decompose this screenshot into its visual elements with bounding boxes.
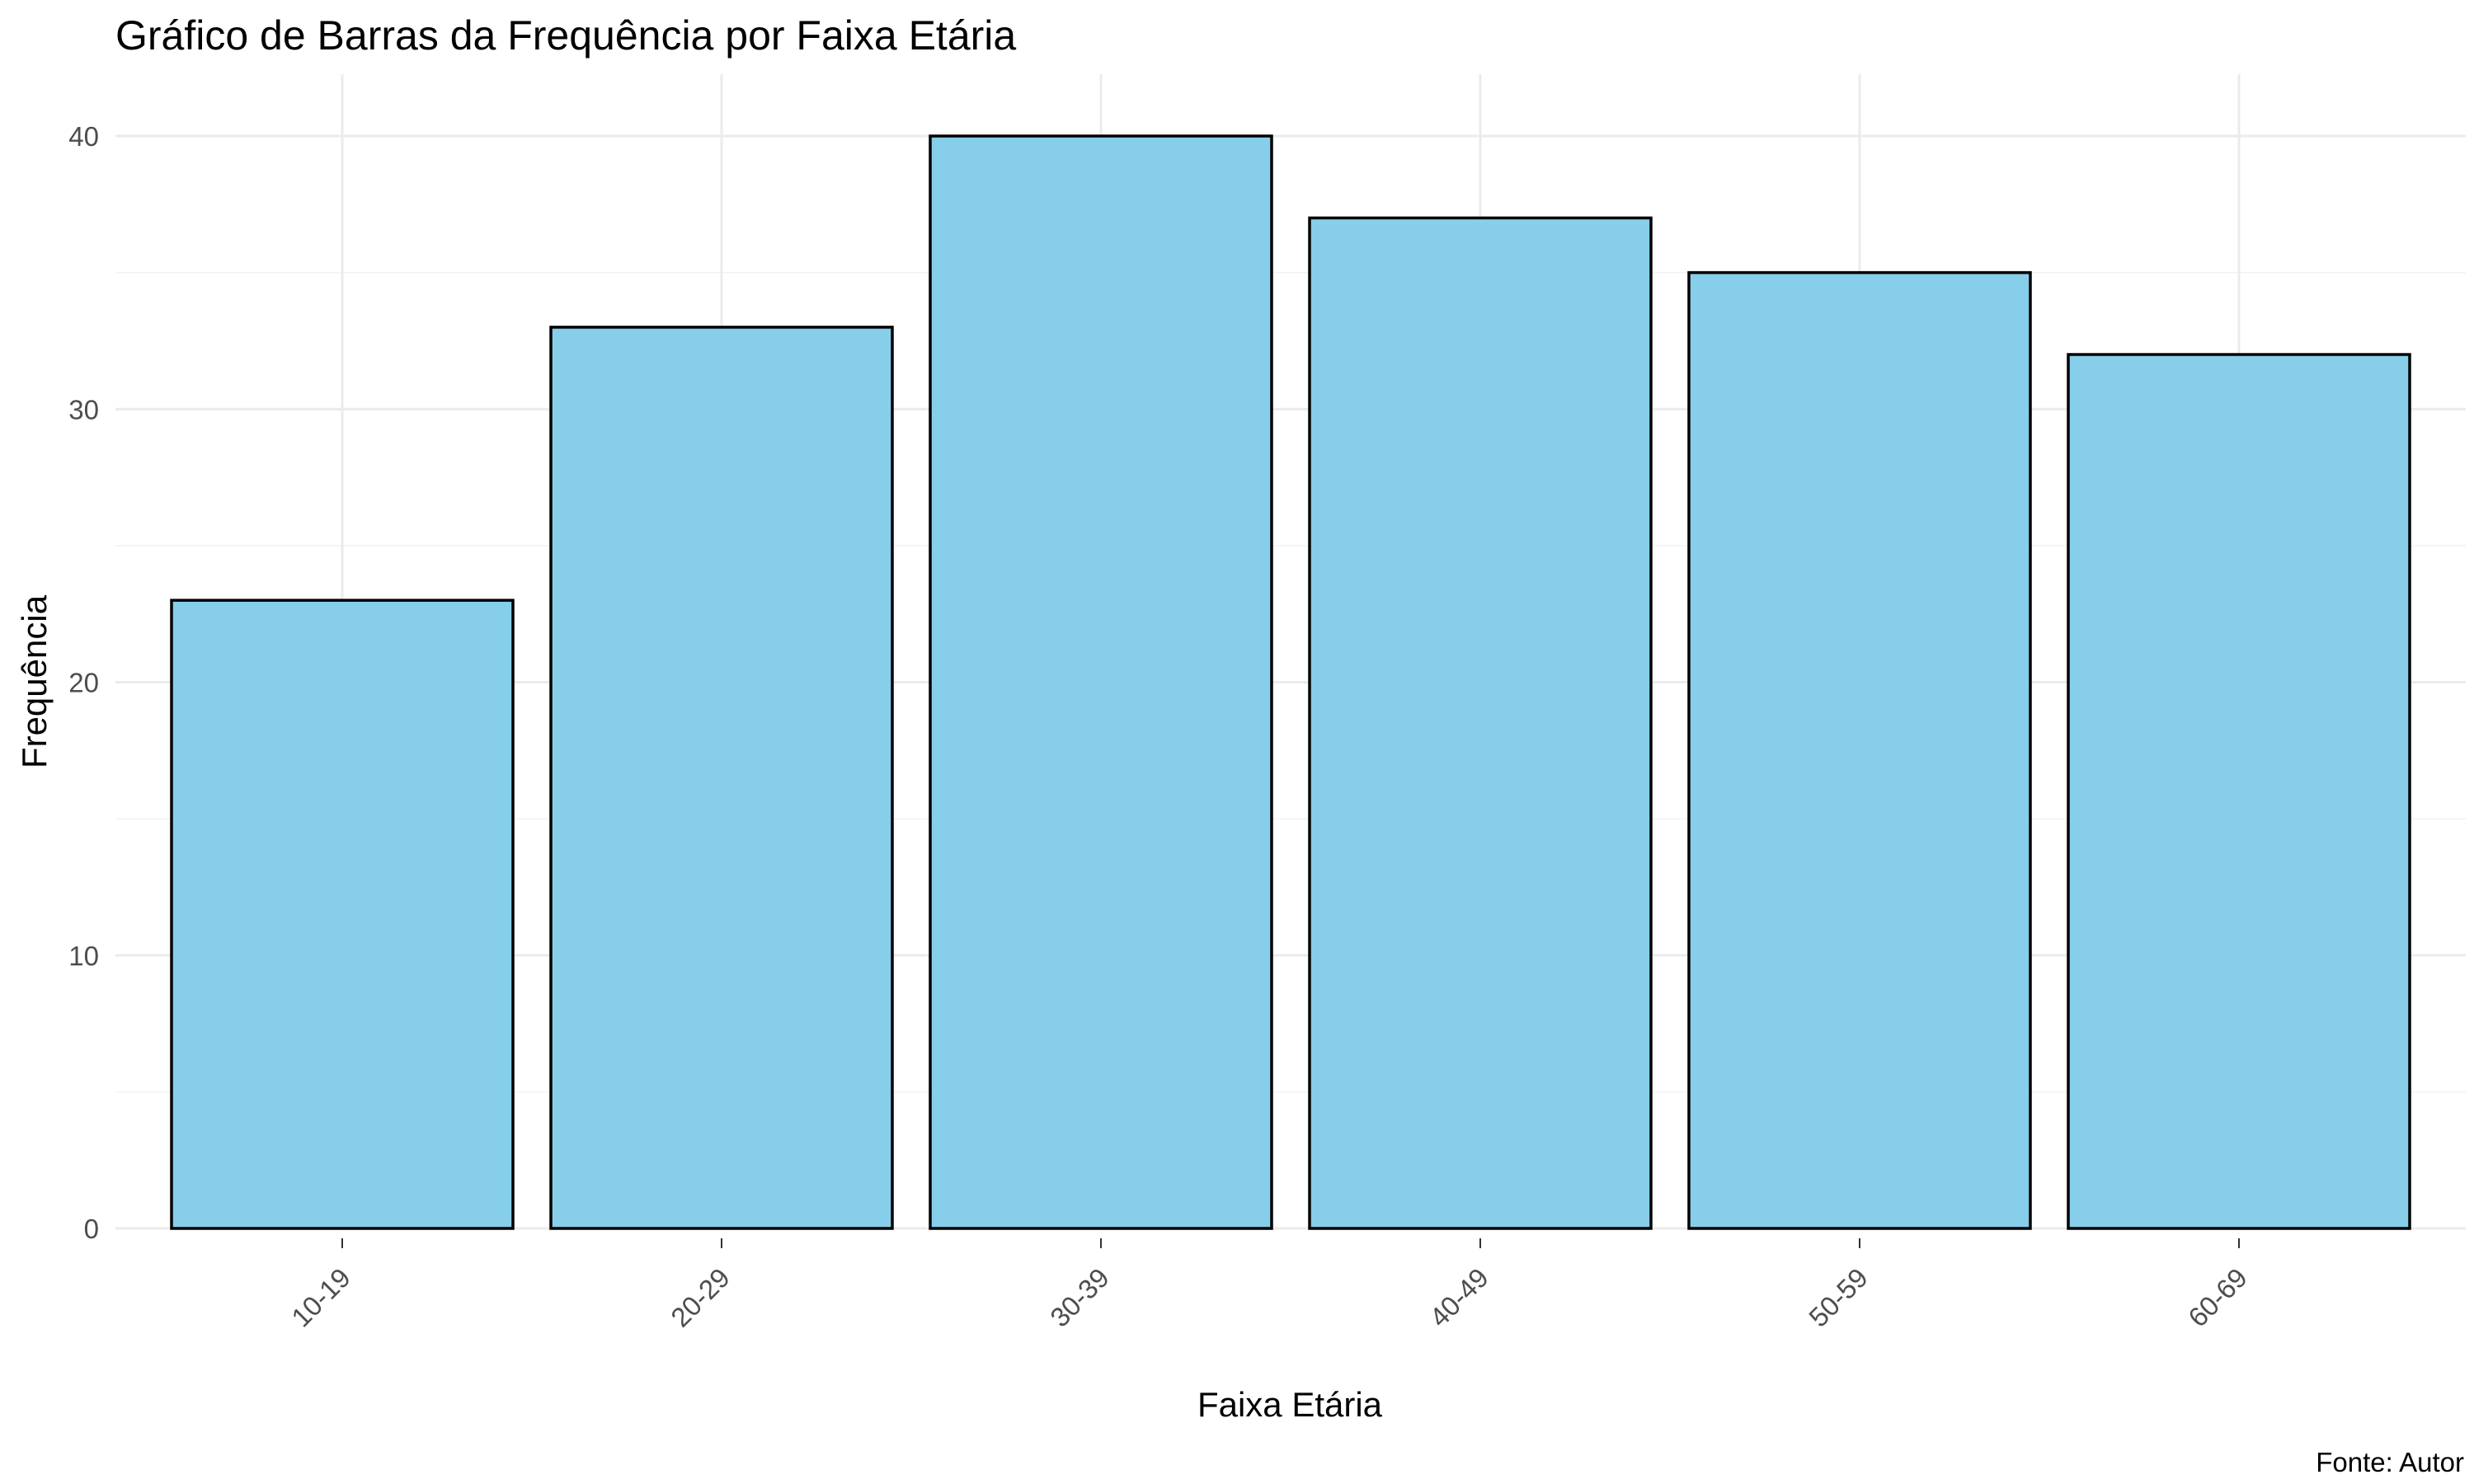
chart-title: Gráfico de Barras da Frequência por Faix… bbox=[115, 12, 1016, 59]
bar-40-49 bbox=[1308, 216, 1653, 1230]
bar-30-39 bbox=[929, 134, 1273, 1230]
y-tick-label: 20 bbox=[68, 668, 99, 698]
x-axis-title: Faixa Etária bbox=[1197, 1385, 1383, 1424]
y-tick-label: 30 bbox=[68, 394, 99, 425]
y-tick-label: 0 bbox=[84, 1214, 99, 1244]
bar-10-19 bbox=[170, 599, 515, 1230]
y-tick-label: 10 bbox=[68, 941, 99, 971]
y-axis-title: Frequência bbox=[15, 594, 54, 768]
bar-50-59 bbox=[1687, 270, 2032, 1230]
y-axis: 0 10 20 30 40 bbox=[68, 121, 99, 1244]
y-tick-label: 40 bbox=[68, 121, 99, 152]
bar-20-29 bbox=[549, 326, 894, 1230]
bars bbox=[170, 134, 2411, 1230]
caption: Fonte: Autor bbox=[2316, 1447, 2464, 1477]
bar-60-69 bbox=[2067, 353, 2411, 1230]
